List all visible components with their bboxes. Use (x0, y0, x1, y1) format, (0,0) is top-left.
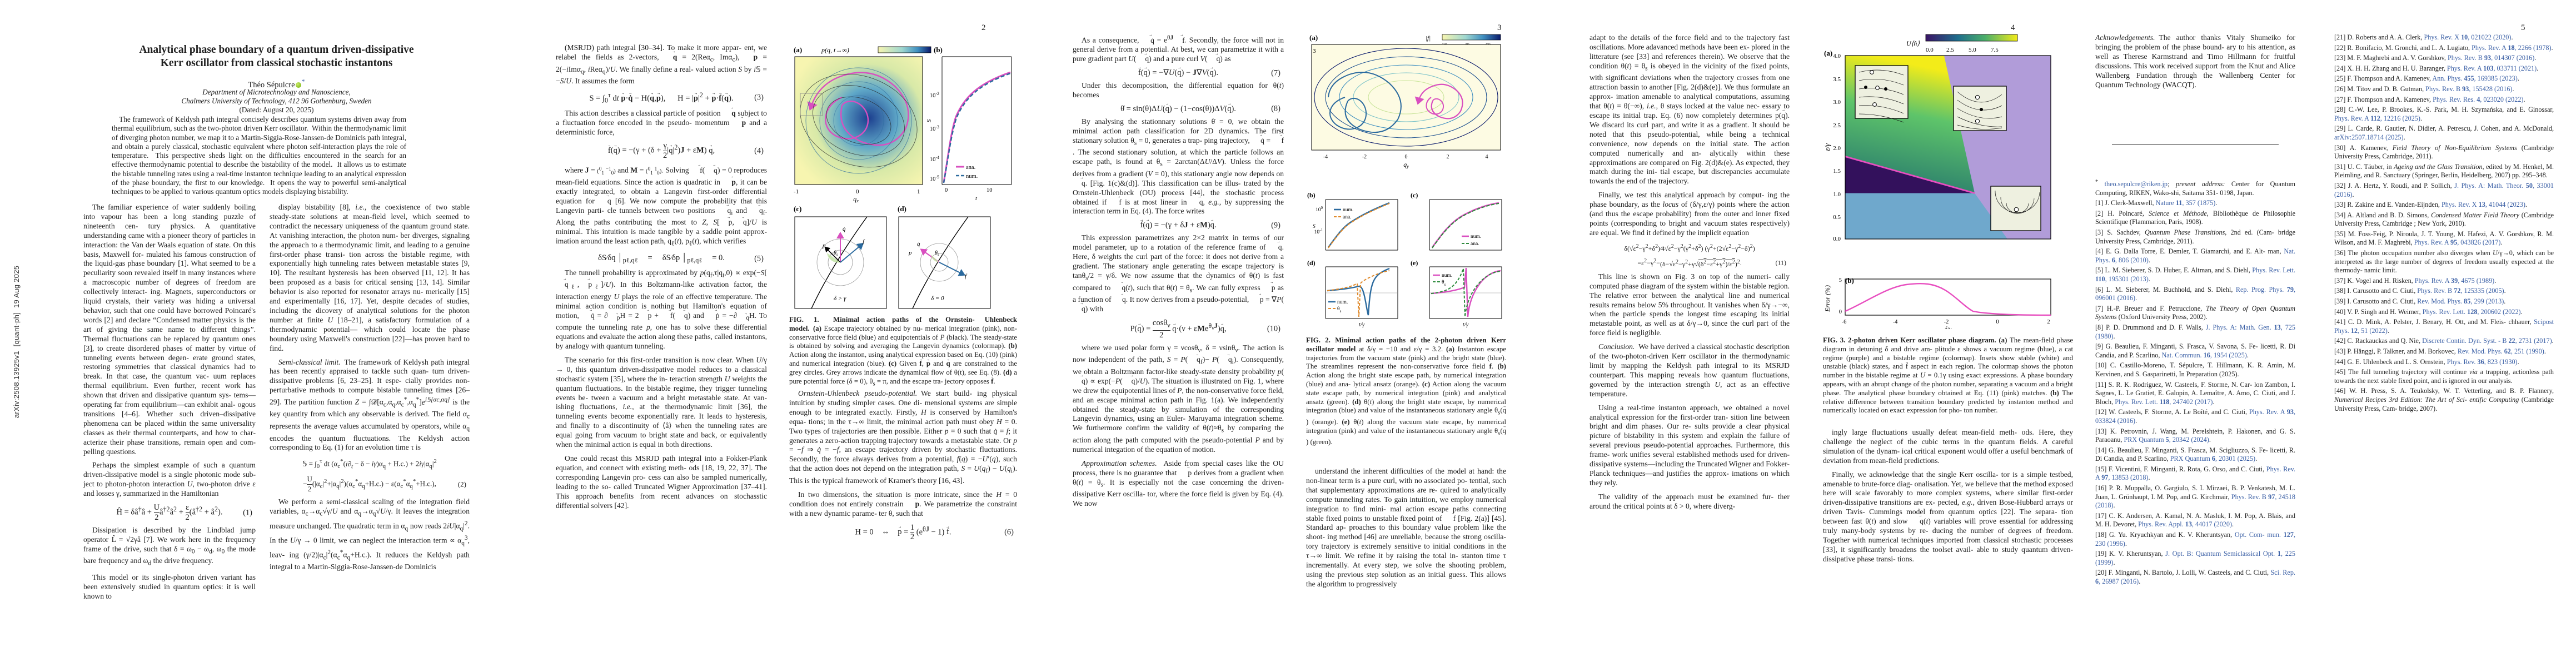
svg-text:δ = 0: δ = 0 (931, 295, 944, 302)
svg-text:(a): (a) (1309, 33, 1318, 42)
svg-text:t/γ: t/γ (1359, 321, 1365, 328)
svg-text:θs: θs (1442, 280, 1446, 287)
svg-text:(b): (b) (1307, 192, 1316, 199)
svg-text:10-4: 10-4 (930, 155, 939, 163)
svg-text:(b): (b) (934, 46, 943, 54)
svg-text:3.0: 3.0 (1833, 99, 1841, 106)
svg-text:S: S (1313, 224, 1316, 230)
svg-text:4: 4 (1486, 154, 1488, 160)
svg-text:5: 5 (1839, 277, 1842, 283)
svg-text:-4: -4 (1893, 319, 1898, 325)
svg-text:5.0: 5.0 (1969, 47, 1976, 53)
svg-text:2.5: 2.5 (1833, 122, 1841, 129)
svg-text:10-3: 10-3 (930, 125, 939, 133)
svg-text:(c): (c) (794, 205, 801, 213)
svg-text:-6: -6 (1842, 319, 1847, 325)
svg-text:(a): (a) (794, 46, 802, 54)
svg-text:ε/γ: ε/γ (1823, 143, 1831, 151)
svg-text:qx: qx (853, 195, 859, 203)
svg-text:(d): (d) (1307, 259, 1316, 267)
svg-text:3.5: 3.5 (1833, 76, 1841, 83)
svg-text:2: 2 (1447, 154, 1449, 160)
svg-text:(e): (e) (1411, 259, 1418, 267)
svg-text:(c): (c) (1411, 192, 1418, 199)
svg-text:0: 0 (856, 188, 859, 195)
svg-text:num.: num. (1343, 207, 1353, 213)
svg-text:U⟨n̂⟩: U⟨n̂⟩ (1906, 39, 1920, 47)
svg-text:1.0: 1.0 (1833, 191, 1841, 198)
svg-text:10-1: 10-1 (1314, 228, 1323, 235)
svg-text:1: 1 (917, 188, 920, 195)
svg-text:0: 0 (1996, 319, 1999, 325)
svg-text:f: f (965, 273, 968, 280)
svg-text:p(q, t→∞): p(q, t→∞) (821, 46, 849, 54)
svg-text:num.: num. (1471, 234, 1481, 240)
svg-text:num.: num. (1337, 300, 1348, 305)
svg-text:δ/γ: δ/γ (1945, 326, 1952, 329)
svg-text:p: p (822, 242, 826, 249)
svg-text:100: 100 (1316, 206, 1323, 213)
svg-text:S: S (926, 119, 933, 122)
svg-text:|f|: |f| (1426, 35, 1431, 42)
svg-text:2: 2 (2047, 319, 2050, 325)
svg-text:2.0: 2.0 (1833, 145, 1841, 152)
svg-text:2.5: 2.5 (1946, 47, 1954, 53)
svg-text:θs: θs (935, 250, 939, 257)
svg-text:-4: -4 (1323, 154, 1328, 160)
svg-text:p: p (908, 250, 912, 256)
svg-text:10-2: 10-2 (930, 91, 939, 99)
svg-text:-1: -1 (794, 188, 799, 195)
svg-text:7.5: 7.5 (1991, 47, 1999, 53)
svg-text:(b): (b) (1845, 276, 1854, 285)
svg-text:f: f (863, 238, 865, 245)
svg-text:0: 0 (1405, 154, 1408, 160)
svg-text:Error (%): Error (%) (1823, 285, 1831, 312)
svg-text:num.: num. (1442, 273, 1452, 278)
svg-text:q̇: q̇ (917, 241, 920, 247)
svg-text:t/γ: t/γ (1463, 321, 1469, 328)
svg-text:0: 0 (945, 187, 948, 193)
svg-text:0: 0 (1839, 309, 1842, 315)
svg-text:qy: qy (1403, 161, 1409, 169)
svg-text:num.: num. (966, 173, 978, 180)
svg-text:ana.: ana. (1343, 215, 1352, 220)
svg-text:10: 10 (986, 187, 993, 193)
svg-text:-2: -2 (1362, 154, 1367, 160)
svg-text:δ > γ: δ > γ (834, 295, 846, 302)
svg-text:ana.: ana. (966, 165, 975, 171)
svg-text:4.0: 4.0 (1833, 53, 1841, 59)
svg-text:θs: θs (834, 250, 838, 257)
svg-text:1.5: 1.5 (1833, 168, 1841, 175)
svg-text:0.0: 0.0 (1926, 47, 1934, 53)
svg-text:(d): (d) (898, 205, 906, 213)
svg-text:0.0: 0.0 (1833, 236, 1841, 242)
svg-text:ana.: ana. (1471, 241, 1479, 247)
svg-text:t: t (975, 196, 978, 202)
svg-text:θs: θs (1337, 306, 1342, 313)
svg-text:0.5: 0.5 (1833, 214, 1841, 221)
svg-text:(a): (a) (1824, 49, 1832, 57)
svg-text:-2: -2 (1944, 319, 1949, 325)
svg-text:3: 3 (1313, 48, 1316, 54)
svg-text:10-5: 10-5 (930, 175, 939, 183)
svg-text:q̇: q̇ (843, 226, 846, 232)
